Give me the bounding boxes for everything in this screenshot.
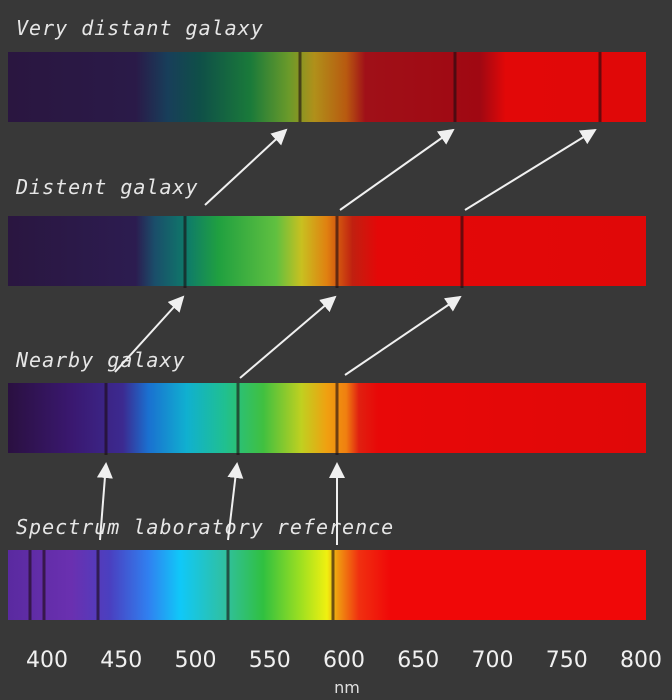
axis-tick-label: 450: [100, 648, 143, 673]
axis-tick-label: 550: [248, 648, 291, 673]
spectrum-label: Nearby galaxy: [16, 348, 186, 372]
axis-unit: nm: [334, 678, 360, 697]
axis-tick-label: 500: [174, 648, 217, 673]
axis-tick-label: 650: [397, 648, 440, 673]
spectrum-band: [8, 52, 646, 122]
shift-arrows: [96, 128, 597, 545]
spectrum-band: [8, 216, 646, 286]
axis-tick-label: 700: [471, 648, 514, 673]
spectrum-label: Distent galaxy: [16, 175, 199, 199]
axis-tick-label: 750: [545, 648, 588, 673]
axis-tick-label: 800: [620, 648, 662, 673]
axis-tick-label: 400: [26, 648, 68, 673]
spectrum-label: Spectrum laboratory reference: [16, 515, 395, 539]
spectrum-band: [8, 383, 646, 453]
absorption-lines: [28, 52, 602, 620]
axis-tick-label: 600: [323, 648, 365, 673]
spectrum-band: [8, 550, 646, 620]
spectrum-label: Very distant galaxy: [16, 16, 264, 40]
